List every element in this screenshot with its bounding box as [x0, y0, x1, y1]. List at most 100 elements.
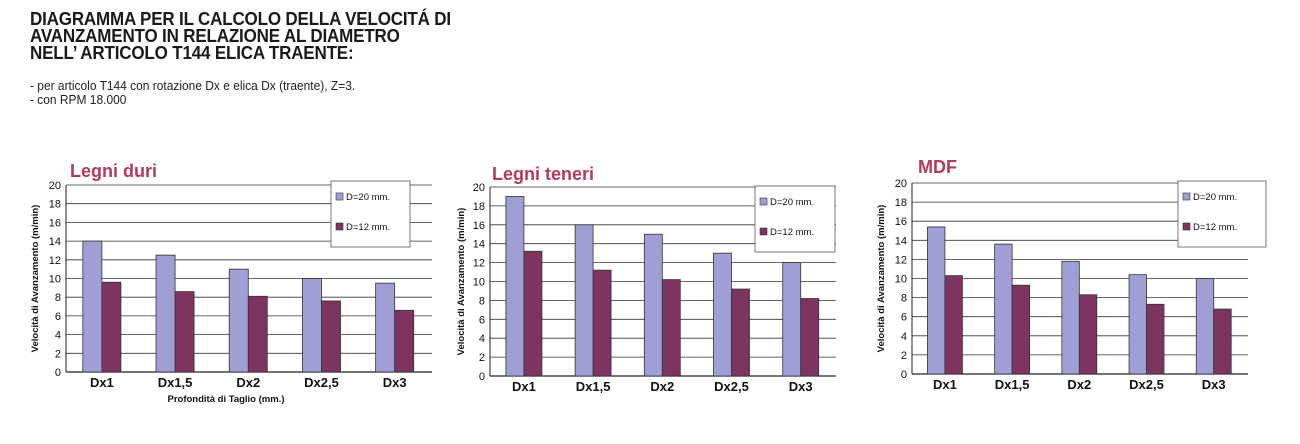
bar-d12 — [800, 298, 820, 377]
y-tick-label: 18 — [895, 197, 907, 209]
bar-d20 — [1061, 260, 1080, 375]
y-tick-label: 6 — [55, 311, 61, 323]
x-category-label: Dx2,5 — [304, 375, 339, 390]
legend-label: D=20 mm. — [1193, 192, 1237, 203]
y-tick-label: 14 — [49, 236, 61, 248]
bar-d20 — [1195, 278, 1215, 375]
y-tick-label: 10 — [895, 274, 907, 286]
x-category-label: Dx2 — [1067, 377, 1091, 392]
bar-d12 — [1146, 303, 1165, 375]
y-tick-label: 6 — [901, 312, 907, 324]
chart-subtitle: MDF — [918, 157, 957, 177]
notes: - per articolo T144 con rotazione Dx e e… — [30, 79, 508, 107]
legend-label: D=20 mm. — [346, 192, 390, 203]
legend-label: D=12 mm. — [346, 222, 390, 233]
y-tick-label: 0 — [901, 369, 907, 381]
x-category-label: Dx3 — [1202, 377, 1226, 392]
y-tick-label: 10 — [473, 277, 485, 289]
note-line: - con RPM 18.000 — [30, 92, 127, 107]
legend-swatch — [335, 192, 344, 201]
x-category-label: Dx3 — [383, 375, 407, 390]
bar-d12 — [1213, 308, 1232, 375]
x-category-label: Dx1 — [512, 379, 536, 394]
legend-swatch — [1182, 222, 1191, 231]
title-line: AVANZAMENTO IN RELAZIONE AL DIAMETRO — [30, 25, 400, 46]
y-tick-label: 8 — [479, 295, 485, 307]
bar-d12 — [1011, 284, 1030, 375]
legend-swatch — [759, 197, 768, 206]
y-tick-label: 4 — [479, 333, 485, 345]
note-line: - per articolo T144 con rotazione Dx e e… — [30, 78, 356, 93]
legend-swatch — [335, 222, 344, 231]
bar-d12 — [731, 288, 750, 377]
y-tick-label: 20 — [473, 182, 485, 194]
legend-swatch — [759, 227, 768, 236]
bar-d12 — [394, 309, 415, 373]
x-category-label: Dx1,5 — [995, 377, 1030, 392]
y-tick-label: 16 — [895, 216, 907, 228]
title-line: NELL’ ARTICOLO T144 ELICA TRAENTE: — [30, 42, 354, 63]
legend-label: D=20 mm. — [770, 197, 814, 208]
x-axis-label: Profondità di Taglio (mm.) — [168, 394, 285, 405]
bar-d12 — [592, 269, 612, 377]
y-tick-label: 4 — [901, 331, 907, 343]
bar-d12 — [1078, 294, 1098, 375]
bar-d12 — [247, 295, 268, 373]
legend-box — [1177, 180, 1267, 248]
page-title: DIAGRAMMA PER IL CALCOLO DELLA VELOCITÁ … — [30, 8, 508, 63]
y-tick-label: 0 — [479, 371, 485, 383]
y-tick-label: 12 — [473, 258, 485, 270]
x-category-label: Dx1,5 — [576, 379, 611, 394]
bar-d20 — [994, 243, 1013, 375]
bar-d12 — [321, 300, 341, 373]
y-tick-label: 14 — [473, 239, 485, 251]
y-axis-label: Velocità di Avanzamento (m/min) — [456, 208, 467, 356]
y-tick-label: 0 — [55, 367, 61, 379]
legend-box — [754, 185, 836, 253]
y-tick-label: 18 — [473, 201, 485, 213]
bar-d12 — [523, 250, 543, 377]
chart-subtitle: Legni duri — [70, 161, 157, 181]
header: DIAGRAMMA PER IL CALCOLO DELLA VELOCITÁ … — [30, 8, 550, 107]
bar-d20 — [1128, 274, 1147, 375]
x-category-label: Dx1 — [90, 375, 114, 390]
x-category-label: Dx2,5 — [714, 379, 749, 394]
y-tick-label: 12 — [49, 255, 61, 267]
y-tick-label: 8 — [55, 292, 61, 304]
y-axis-label: Velocità di Avanzamento (m/min) — [876, 205, 887, 353]
bar-d12 — [174, 291, 195, 373]
y-tick-label: 8 — [901, 293, 907, 305]
legend-swatch — [1182, 192, 1191, 201]
bar-d12 — [101, 281, 122, 373]
y-tick-label: 4 — [55, 330, 61, 342]
x-category-label: Dx2 — [236, 375, 260, 390]
x-category-label: Dx1,5 — [158, 375, 193, 390]
y-tick-label: 12 — [895, 254, 907, 266]
y-tick-label: 20 — [49, 180, 61, 192]
bar-d20 — [927, 226, 946, 375]
y-tick-label: 18 — [49, 199, 61, 211]
chart-subtitle: Legni teneri — [492, 164, 594, 184]
title-line: DIAGRAMMA PER IL CALCOLO DELLA VELOCITÁ … — [30, 8, 451, 29]
legend-box — [330, 180, 411, 248]
y-tick-label: 16 — [49, 217, 61, 229]
y-tick-label: 2 — [901, 350, 907, 362]
y-tick-label: 6 — [479, 314, 485, 326]
x-category-label: Dx2,5 — [1129, 377, 1164, 392]
y-axis-label: Velocità di Avanzamento (m/min) — [30, 205, 41, 353]
y-tick-label: 2 — [479, 352, 485, 364]
x-category-label: Dx3 — [789, 379, 813, 394]
y-tick-label: 10 — [49, 274, 61, 286]
y-tick-label: 14 — [895, 235, 907, 247]
legend-label: D=12 mm. — [1193, 222, 1237, 233]
y-tick-label: 16 — [473, 220, 485, 232]
y-tick-label: 20 — [895, 178, 907, 190]
legend-label: D=12 mm. — [770, 227, 814, 238]
bar-d12 — [944, 275, 963, 375]
x-category-label: Dx1 — [933, 377, 957, 392]
y-tick-label: 2 — [55, 348, 61, 360]
bar-d12 — [661, 279, 681, 377]
